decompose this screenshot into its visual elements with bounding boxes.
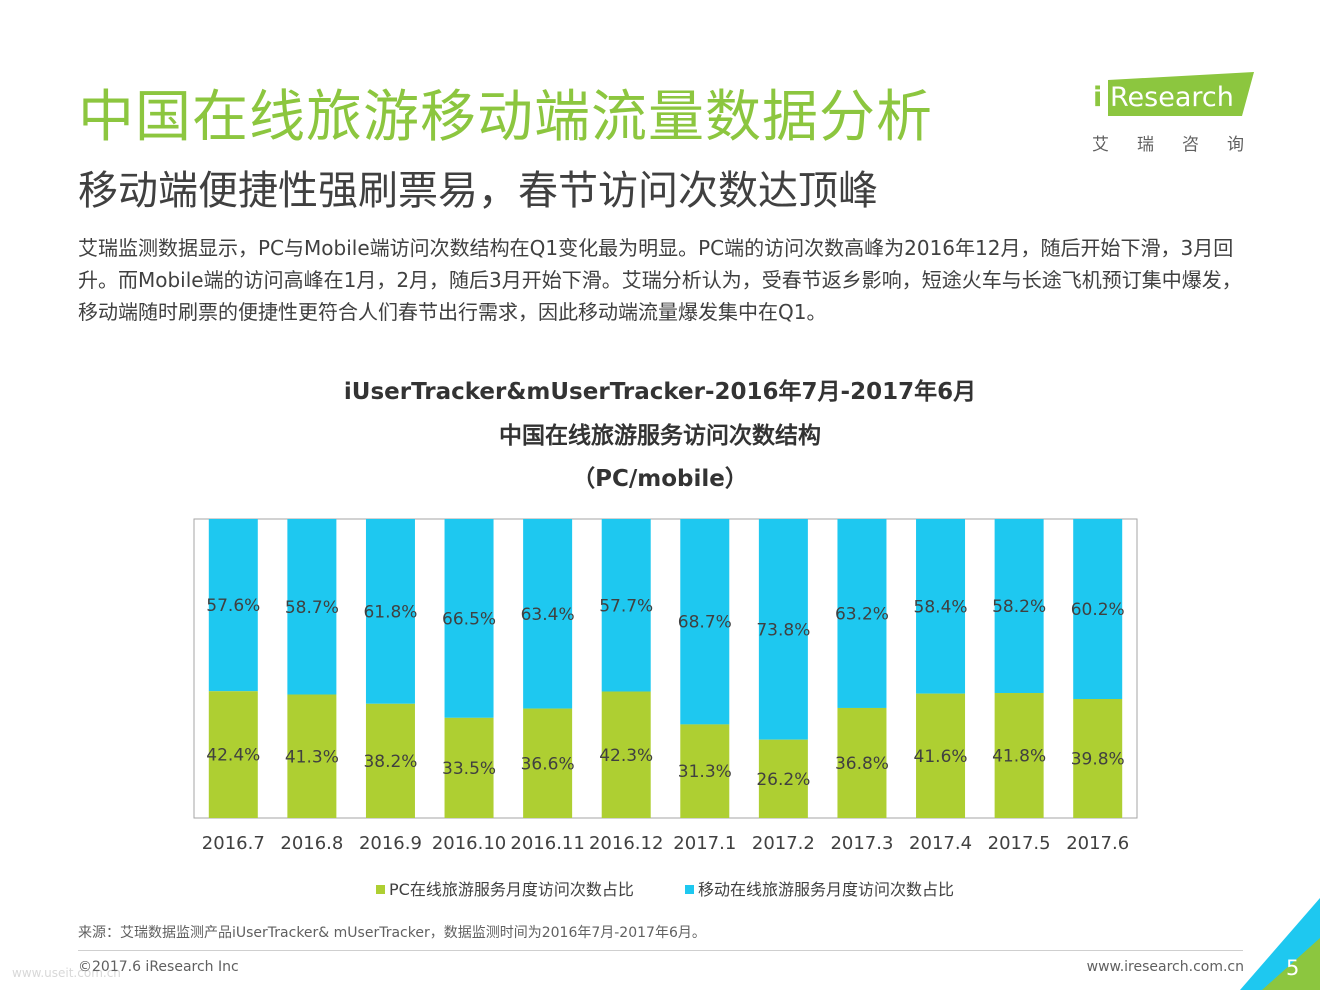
bar-pc-2017.4: [916, 693, 966, 818]
chart-title-line-3: （PC/mobile）: [572, 466, 748, 492]
label-pc-2017.3: 36.8%: [835, 754, 889, 774]
copyright-text: ©2017.6 iResearch Inc: [78, 959, 239, 975]
label-pc-2017.5: 41.8%: [992, 747, 1046, 767]
bar-pc-2016.10: [444, 717, 494, 818]
x-tick-2016.9: 2016.9: [359, 833, 422, 854]
label-mobile-2017.1: 68.7%: [678, 613, 732, 633]
page-title: 中国在线旅游移动端流量数据分析: [78, 85, 933, 150]
x-tick-2016.10: 2016.10: [432, 833, 506, 854]
bar-mobile-2017.5: [994, 519, 1044, 694]
x-tick-2017.2: 2017.2: [752, 833, 815, 854]
label-mobile-2016.11: 63.4%: [521, 605, 575, 625]
bar-pc-2017.3: [837, 707, 887, 818]
label-pc-2017.1: 31.3%: [678, 762, 732, 782]
bar-pc-2016.9: [365, 703, 415, 818]
plot-frame: [193, 518, 1138, 819]
bar-pc-2016.12: [601, 691, 651, 818]
bar-pc-2016.8: [287, 694, 337, 818]
legend-label-pc: PC在线旅游服务月度访问次数占比: [389, 880, 634, 899]
x-tick-2017.3: 2017.3: [830, 833, 893, 854]
page-number: 5: [1286, 956, 1300, 980]
legend-item-mobile: 移动在线旅游服务月度访问次数占比: [685, 876, 954, 900]
label-mobile-2016.9: 61.8%: [363, 602, 417, 622]
label-pc-2016.12: 42.3%: [599, 746, 653, 766]
legend-item-pc: PC在线旅游服务月度访问次数占比: [376, 876, 634, 900]
label-mobile-2016.8: 58.7%: [285, 598, 339, 618]
source-note: 来源：艾瑞数据监测产品iUserTracker& mUserTracker，数据…: [78, 925, 706, 941]
x-tick-2016.7: 2016.7: [202, 833, 265, 854]
bar-mobile-2017.4: [916, 519, 966, 694]
bar-mobile-2017.2: [758, 519, 808, 740]
bar-pc-2017.6: [1073, 698, 1123, 818]
label-mobile-2016.12: 57.7%: [599, 596, 653, 616]
x-tick-2017.1: 2017.1: [673, 833, 736, 854]
label-pc-2016.10: 33.5%: [442, 759, 496, 779]
bar-mobile-2016.11: [523, 519, 573, 709]
logo-chinese-name: 艾瑞咨询: [1092, 135, 1272, 155]
chart-title-line-2: 中国在线旅游服务访问次数结构: [499, 423, 821, 449]
label-mobile-2017.3: 63.2%: [835, 604, 889, 624]
description-text: 艾瑞监测数据显示，PC与Mobile端访问次数结构在Q1变化最为明显。PC端的访…: [78, 236, 1242, 324]
logo-i-letter: i: [1093, 82, 1103, 113]
x-tick-2017.4: 2017.4: [909, 833, 972, 854]
label-mobile-2017.5: 58.2%: [992, 597, 1046, 617]
bar-pc-2017.2: [758, 739, 808, 818]
corner-decoration: [1240, 898, 1320, 990]
label-mobile-2017.2: 73.8%: [756, 620, 810, 640]
iresearch-logo: [1090, 72, 1254, 116]
label-pc-2016.11: 36.6%: [521, 754, 575, 774]
label-pc-2017.4: 41.6%: [914, 747, 968, 767]
label-mobile-2016.10: 66.5%: [442, 609, 496, 629]
bar-mobile-2016.8: [287, 519, 337, 695]
bar-pc-2017.1: [680, 724, 730, 818]
bar-mobile-2017.1: [680, 519, 730, 725]
bar-pc-2016.11: [523, 708, 573, 818]
bar-mobile-2016.12: [601, 519, 651, 692]
footer-divider: [78, 950, 1243, 951]
logo-brand-text: Research: [1110, 82, 1234, 113]
x-tick-2017.5: 2017.5: [988, 833, 1051, 854]
bar-mobile-2016.7: [208, 519, 258, 692]
label-mobile-2017.4: 58.4%: [914, 597, 968, 617]
bar-mobile-2016.9: [365, 519, 415, 704]
x-tick-2017.6: 2017.6: [1066, 833, 1129, 854]
bar-pc-2016.7: [208, 691, 258, 818]
x-tick-2016.11: 2016.11: [510, 833, 584, 854]
label-mobile-2017.6: 60.2%: [1071, 600, 1125, 620]
legend-swatch-pc: [376, 885, 385, 894]
bar-mobile-2017.3: [837, 519, 887, 708]
x-tick-2016.8: 2016.8: [280, 833, 343, 854]
chart-title-line-1: iUserTracker&mUserTracker-2016年7月-2017年6…: [343, 379, 977, 405]
bar-mobile-2017.6: [1073, 519, 1123, 699]
label-pc-2017.6: 39.8%: [1071, 749, 1125, 769]
watermark-text: www.useit.com.cn: [12, 966, 121, 980]
label-pc-2016.7: 42.4%: [206, 746, 260, 766]
x-tick-2016.12: 2016.12: [589, 833, 663, 854]
label-mobile-2016.7: 57.6%: [206, 596, 260, 616]
legend-label-mobile: 移动在线旅游服务月度访问次数占比: [698, 880, 955, 899]
label-pc-2016.8: 41.3%: [285, 747, 339, 767]
label-pc-2017.2: 26.2%: [756, 770, 810, 790]
legend-swatch-mobile: [685, 885, 694, 894]
bar-pc-2017.5: [994, 693, 1044, 818]
bar-mobile-2016.10: [444, 519, 494, 718]
website-link[interactable]: www.iresearch.com.cn: [1086, 959, 1244, 975]
label-pc-2016.9: 38.2%: [363, 752, 417, 772]
page-subtitle: 移动端便捷性强刷票易，春节访问次数达顶峰: [78, 168, 878, 214]
